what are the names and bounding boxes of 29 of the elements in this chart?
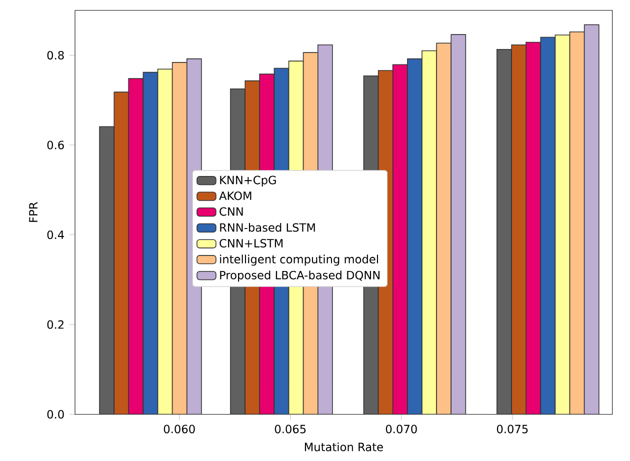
legend-label: RNN-based LSTM [220,222,315,232]
bar [142,72,158,414]
bar [511,44,527,414]
x-tick-label: 0.060 [164,424,195,434]
x-tick-label: 0.065 [274,424,306,434]
bar [128,78,144,414]
y-tick-label: 0.0 [47,410,64,419]
bar [526,42,541,414]
bar [554,34,570,414]
legend-label: Proposed LBCA-based DQNN [220,270,380,282]
x-tick-label: 0.075 [496,424,528,434]
y-tick-label: 0.6 [47,140,64,150]
x-axis-title: Mutation Rate [304,442,383,452]
legend-label: intelligent computing model [220,254,378,266]
bar [407,58,422,414]
bar [392,64,408,414]
y-tick-label: 0.8 [47,50,64,60]
legend-label: CNN [220,207,243,216]
y-tick-label: 0.2 [47,320,64,329]
bar [114,92,130,414]
bar [157,68,173,414]
legend-label: KNN+CpG [220,176,276,187]
x-tick-label: 0.070 [386,424,417,434]
bar [540,36,556,414]
y-axis-title: FPR [29,202,38,222]
legend-label: CNN+LSTM [220,238,282,248]
y-tick-label: 0.4 [47,230,64,240]
bar [422,50,437,414]
legend-label: AKOM [219,192,252,200]
